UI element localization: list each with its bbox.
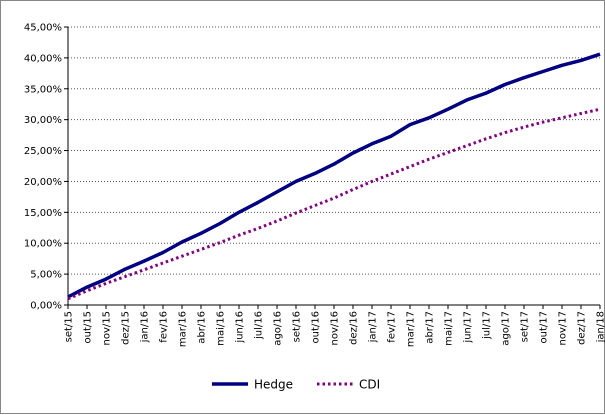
y-tick-label: 15,00% <box>24 208 62 219</box>
legend: Hedge CDI <box>212 378 380 392</box>
x-tick-label: ago/17 <box>501 311 512 346</box>
x-tick-label: jun/16 <box>235 311 246 344</box>
x-axis: set/15 out/15 nov/15 dez/15 jan/16 fev/16 mar/… <box>64 305 605 347</box>
x-tick-label: jan/18 <box>596 311 605 343</box>
y-tick-label: 25,00% <box>24 146 62 157</box>
legend-label-cdi: CDI <box>359 378 380 392</box>
x-tick-label: mar/17 <box>406 311 417 347</box>
x-tick-label: dez/17 <box>577 311 588 345</box>
y-tick-label: 5,00% <box>30 270 62 281</box>
y-axis: 0,00% 5,00% 10,00% 15,00% 20,00% 25,00% 30,00%… <box>24 23 68 312</box>
x-tick-label: nov/17 <box>558 311 569 345</box>
y-tick-label: 0,00% <box>30 301 62 312</box>
x-tick-label: abr/17 <box>425 311 436 344</box>
series-line-cdi <box>68 109 600 299</box>
gridlines <box>68 27 600 274</box>
x-tick-label: dez/15 <box>121 311 132 345</box>
x-tick-label: dez/16 <box>349 311 360 345</box>
x-tick-label: out/15 <box>83 311 94 343</box>
x-tick-label: fev/16 <box>159 311 170 343</box>
x-tick-label: out/16 <box>311 311 322 343</box>
x-tick-label: jul/16 <box>254 311 265 340</box>
x-tick-label: set/16 <box>292 311 303 342</box>
y-tick-label: 35,00% <box>24 84 62 95</box>
x-tick-label: fev/17 <box>387 311 398 343</box>
y-tick-label: 30,00% <box>24 115 62 126</box>
y-tick-label: 20,00% <box>24 177 62 188</box>
x-tick-label: jun/17 <box>463 311 474 344</box>
x-tick-label: mar/16 <box>178 311 189 347</box>
x-tick-label: out/17 <box>539 311 550 343</box>
x-tick-label: set/17 <box>520 311 531 342</box>
y-tick-label: 40,00% <box>24 53 62 64</box>
y-tick-label: 10,00% <box>24 239 62 250</box>
x-tick-label: nov/15 <box>102 311 113 345</box>
x-tick-label: mai/16 <box>216 311 227 346</box>
series-lines <box>68 54 600 299</box>
x-tick-label: jan/16 <box>140 311 151 343</box>
x-tick-label: abr/16 <box>197 311 208 344</box>
x-tick-label: jul/17 <box>482 311 493 340</box>
y-tick-label: 45,00% <box>24 23 62 34</box>
x-tick-label: nov/16 <box>330 311 341 345</box>
legend-label-hedge: Hedge <box>254 378 293 392</box>
x-tick-label: set/15 <box>64 311 75 342</box>
x-tick-label: ago/16 <box>273 311 284 346</box>
x-tick-label: jan/17 <box>368 311 379 343</box>
x-tick-label: mai/17 <box>444 311 455 346</box>
series-line-hedge <box>68 54 600 297</box>
